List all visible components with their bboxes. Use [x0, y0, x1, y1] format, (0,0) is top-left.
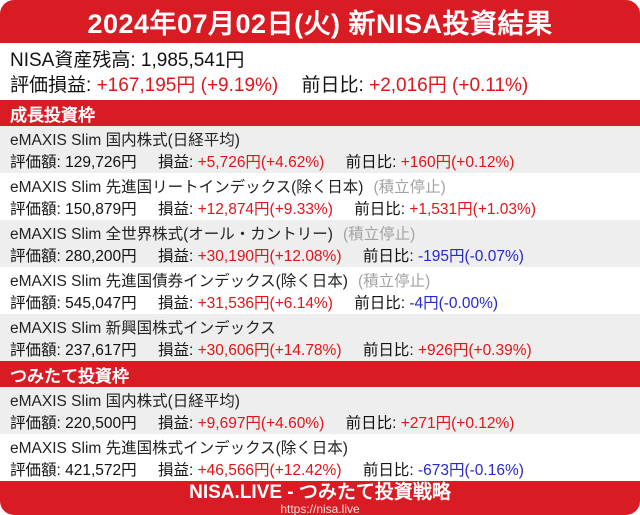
summary-dod-label: 前日比:: [301, 75, 364, 96]
section-title-growth: 成長投資枠: [10, 105, 95, 125]
site-footer: NISA.LIVE - つみたて投資戦略 https://nisa.live: [0, 481, 640, 515]
day-change-value: -4円(-0.00%): [409, 295, 499, 312]
fund-name: eMAXIS Slim 先進国リートインデックス(除く日本): [10, 179, 364, 196]
summary-dod-value: +2,016円 (+0.11%): [369, 75, 529, 96]
day-change-value: -195円(-0.07%): [417, 248, 524, 265]
profit: 損益: +12,874円(+9.33%): [157, 201, 333, 218]
day-change-value: +160円(+0.12%): [400, 154, 515, 171]
day-change-value: -673円(-0.16%): [417, 462, 524, 479]
summary-panel: NISA資産残高: 1,985,541円 評価損益: +167,195円 (+9…: [0, 43, 640, 100]
valuation-value: 129,726円: [65, 154, 137, 171]
site-url: https://nisa.live: [280, 502, 360, 515]
profit-value: +30,190円(+12.08%): [197, 248, 342, 265]
fund-row: eMAXIS Slim 先進国リートインデックス(除く日本) (積立停止) 評価額…: [0, 173, 640, 220]
section-title-tsumitate: つみたて投資枠: [10, 366, 129, 386]
pl-value: +167,195円 (+9.19%): [96, 75, 279, 96]
profit-value: +31,536円(+6.14%): [197, 295, 333, 312]
valuation-value: 220,500円: [65, 415, 137, 432]
valuation: 評価額: 129,726円: [10, 154, 137, 171]
profit-value: +12,874円(+9.33%): [197, 201, 333, 218]
profit: 損益: +30,606円(+14.78%): [157, 342, 342, 359]
suspended-badge: (積立停止): [373, 179, 446, 196]
section-bar-tsumitate: つみたて投資枠: [0, 361, 640, 387]
valuation: 評価額: 220,500円: [10, 415, 137, 432]
balance-line: NISA資産残高: 1,985,541円: [10, 48, 630, 73]
valuation: 評価額: 150,879円: [10, 201, 137, 218]
profit-value: +30,606円(+14.78%): [197, 342, 342, 359]
profit: 損益: +9,697円(+4.60%): [157, 415, 325, 432]
fund-row: eMAXIS Slim 国内株式(日経平均) 評価額: 129,726円 損益:…: [0, 126, 640, 173]
fund-row: eMAXIS Slim 国内株式(日経平均) 評価額: 220,500円 損益:…: [0, 387, 640, 434]
day-change: 前日比: +1,531円(+1.03%): [354, 201, 536, 218]
profit: 損益: +46,566円(+12.42%): [157, 462, 342, 479]
profit: 損益: +31,536円(+6.14%): [157, 295, 333, 312]
section-bar-growth: 成長投資枠: [0, 100, 640, 126]
valuation-value: 280,200円: [65, 248, 137, 265]
valuation: 評価額: 280,200円: [10, 248, 137, 265]
fund-name: eMAXIS Slim 先進国債券インデックス(除く日本): [10, 273, 348, 290]
day-change: 前日比: -673円(-0.16%): [362, 462, 524, 479]
profit-value: +5,726円(+4.62%): [197, 154, 325, 171]
valuation-value: 237,617円: [65, 342, 137, 359]
valuation: 評価額: 237,617円: [10, 342, 137, 359]
profit-value: +9,697円(+4.60%): [197, 415, 325, 432]
fund-row: eMAXIS Slim 新興国株式インデックス 評価額: 237,617円 損益…: [0, 314, 640, 361]
fund-name: eMAXIS Slim 全世界株式(オール・カントリー): [10, 226, 333, 243]
day-change: 前日比: +271円(+0.12%): [345, 415, 515, 432]
day-change: 前日比: +160円(+0.12%): [345, 154, 515, 171]
fund-row: eMAXIS Slim 先進国株式インデックス(除く日本) 評価額: 421,5…: [0, 434, 640, 481]
profit-value: +46,566円(+12.42%): [197, 462, 342, 479]
valuation: 評価額: 421,572円: [10, 462, 137, 479]
site-name: NISA.LIVE - つみたて投資戦略: [189, 482, 451, 503]
day-change: 前日比: +926円(+0.39%): [362, 342, 532, 359]
profit-loss-line: 評価損益: +167,195円 (+9.19%) 前日比: +2,016円 (+…: [10, 73, 630, 98]
day-change: 前日比: -195円(-0.07%): [362, 248, 524, 265]
fund-name: eMAXIS Slim 国内株式(日経平均): [10, 393, 240, 410]
suspended-badge: (積立停止): [342, 226, 416, 243]
day-change-value: +1,531円(+1.03%): [409, 201, 536, 218]
balance-value: 1,985,541円: [140, 50, 245, 71]
valuation-value: 421,572円: [65, 462, 137, 479]
fund-row: eMAXIS Slim 全世界株式(オール・カントリー) (積立停止) 評価額: …: [0, 220, 640, 267]
fund-name: eMAXIS Slim 新興国株式インデックス: [10, 320, 276, 337]
fund-name: eMAXIS Slim 先進国株式インデックス(除く日本): [10, 440, 348, 457]
pl-label: 評価損益:: [10, 75, 92, 96]
profit: 損益: +5,726円(+4.62%): [157, 154, 325, 171]
fund-name: eMAXIS Slim 国内株式(日経平均): [10, 132, 240, 149]
page-header: 2024年07月02日(火) 新NISA投資結果: [0, 0, 640, 43]
page-title: 2024年07月02日(火) 新NISA投資結果: [87, 9, 553, 39]
valuation-value: 545,047円: [65, 295, 137, 312]
valuation: 評価額: 545,047円: [10, 295, 137, 312]
day-change: 前日比: -4円(-0.00%): [354, 295, 499, 312]
fund-row: eMAXIS Slim 先進国債券インデックス(除く日本) (積立停止) 評価額:…: [0, 267, 640, 314]
day-change-value: +926円(+0.39%): [417, 342, 532, 359]
balance-label: NISA資産残高:: [10, 50, 136, 71]
suspended-badge: (積立停止): [357, 273, 431, 290]
profit: 損益: +30,190円(+12.08%): [157, 248, 342, 265]
day-change-value: +271円(+0.12%): [400, 415, 515, 432]
valuation-value: 150,879円: [65, 201, 137, 218]
